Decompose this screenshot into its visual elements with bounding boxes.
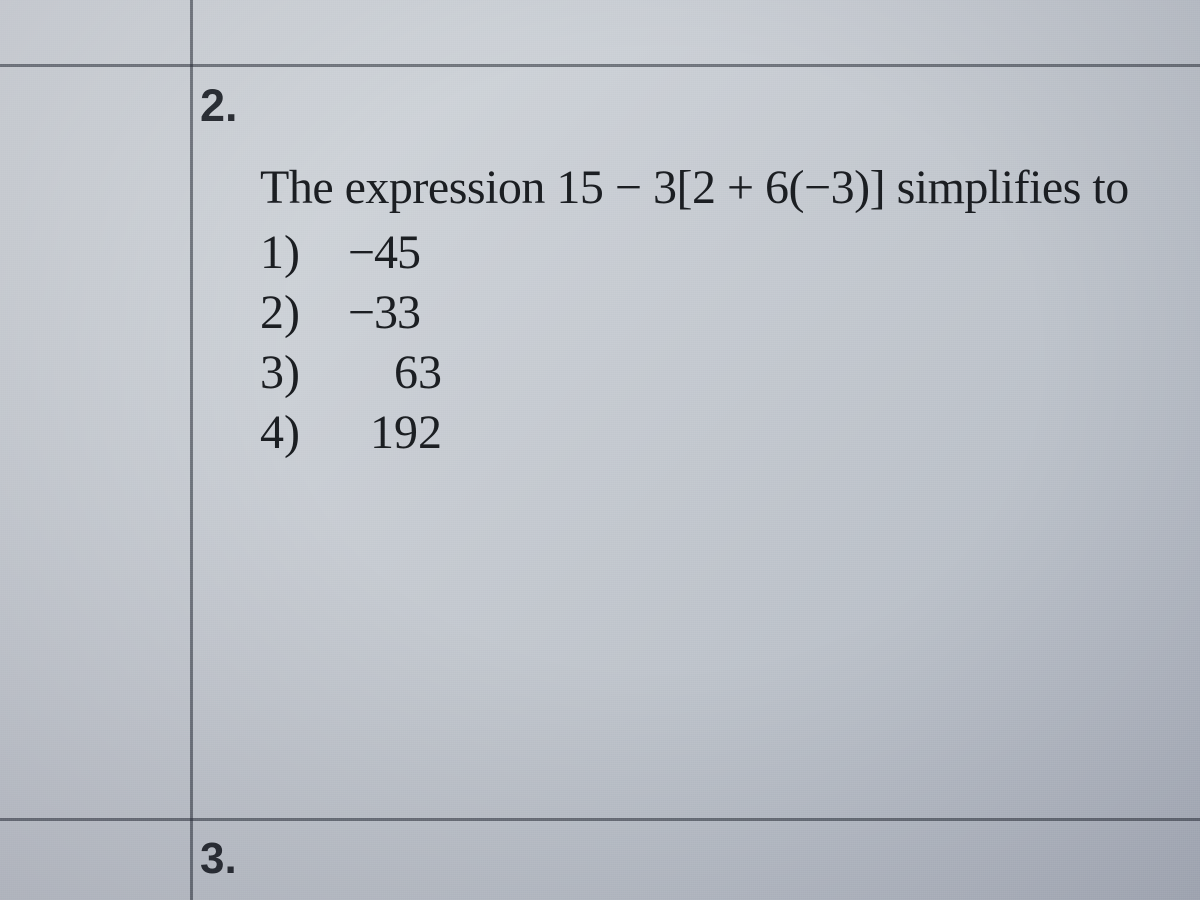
question-number-current: 2.	[200, 80, 238, 132]
choice-label: 3)	[260, 343, 330, 403]
choice-label: 1)	[260, 223, 330, 283]
choice-label: 2)	[260, 283, 330, 343]
choice-value: 63	[330, 343, 442, 403]
choice-value: −33	[330, 283, 420, 343]
stem-prefix: The expression	[260, 161, 556, 214]
question-number-next: 3.	[200, 834, 237, 884]
answer-choice[interactable]: 4) 192	[260, 403, 1180, 463]
table-row-divider-bottom	[0, 818, 1200, 821]
question-expression: 15 − 3[2 + 6(−3)]	[556, 161, 885, 214]
choice-label: 4)	[260, 403, 330, 463]
stem-suffix: simplifies to	[885, 161, 1129, 214]
question-stem: The expression 15 − 3[2 + 6(−3)] simplif…	[260, 160, 1180, 215]
choice-value: −45	[330, 223, 420, 283]
answer-choice[interactable]: 3) 63	[260, 343, 1180, 403]
table-row-divider-top	[0, 64, 1200, 67]
answer-choice[interactable]: 1) −45	[260, 223, 1180, 283]
worksheet-sheet: 2. The expression 15 − 3[2 + 6(−3)] simp…	[0, 0, 1200, 900]
choice-value: 192	[330, 403, 442, 463]
question-body: The expression 15 − 3[2 + 6(−3)] simplif…	[260, 160, 1180, 463]
table-column-divider	[190, 0, 193, 900]
answer-choice[interactable]: 2) −33	[260, 283, 1180, 343]
